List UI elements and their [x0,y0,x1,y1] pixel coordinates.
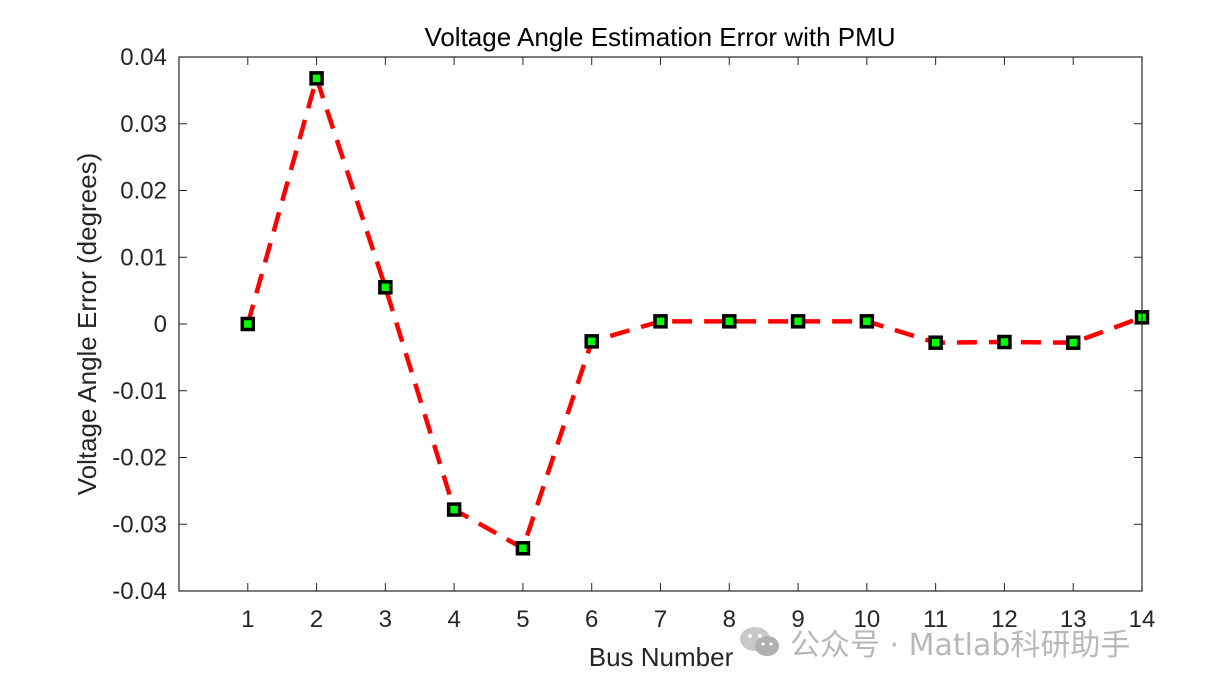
x-tick-label: 10 [854,606,881,633]
data-point [378,280,393,295]
y-tick-label: 0.04 [120,44,167,71]
y-tick-label: -0.01 [112,378,167,405]
data-point [584,334,599,349]
wechat-icon [740,627,779,656]
x-tick-label: 9 [791,606,804,633]
y-tick-label: 0.03 [120,111,167,138]
data-point [928,335,943,350]
axis-ticks: 1 2 3 4 5 6 7 8 9 10 11 12 13 14-0.04-0.03-0.02-0.010… [112,44,1155,633]
data-point [446,502,462,517]
data-point [722,314,737,329]
data-point [515,541,531,556]
data-point [859,314,875,329]
x-tick-label: 11 [923,606,948,633]
data-point [790,314,806,329]
series-line [245,76,1143,551]
chart-title: Voltage Angle Estimation Error with PMU [424,22,895,52]
x-tick-label: 12 [991,606,1018,633]
axes-box [178,56,1143,592]
y-tick-label: -0.02 [112,445,167,472]
x-tick-label: 2 [310,606,323,633]
y-tick-label: 0.01 [120,244,167,271]
x-axis-label: Bus Number [589,642,734,672]
x-tick-label: 3 [379,606,392,633]
x-tick-label: 14 [1129,606,1156,633]
x-tick-label: 1 [241,606,254,633]
x-tick-label: 13 [1060,606,1087,633]
data-point [653,314,668,329]
x-tick-label: 7 [654,606,667,633]
y-tick-label: -0.03 [112,511,167,538]
y-tick-label: 0.02 [120,178,167,205]
data-series [240,71,1150,556]
y-tick-label: 0 [154,311,167,338]
data-point [1065,335,1081,350]
x-tick-label: 6 [585,606,598,633]
watermark: 公众号 · Matlab科研助手 [738,620,1130,664]
data-point [309,71,324,86]
watermark-text: 公众号 · Matlab科研助手 [790,628,1131,663]
y-tick-label: -0.04 [112,578,167,605]
y-axis-label: Voltage Angle Error (degrees) [72,153,102,496]
x-tick-label: 4 [447,606,460,633]
x-tick-label: 8 [723,606,736,633]
data-point [997,334,1012,350]
x-tick-label: 5 [516,606,529,633]
data-point [240,316,256,332]
